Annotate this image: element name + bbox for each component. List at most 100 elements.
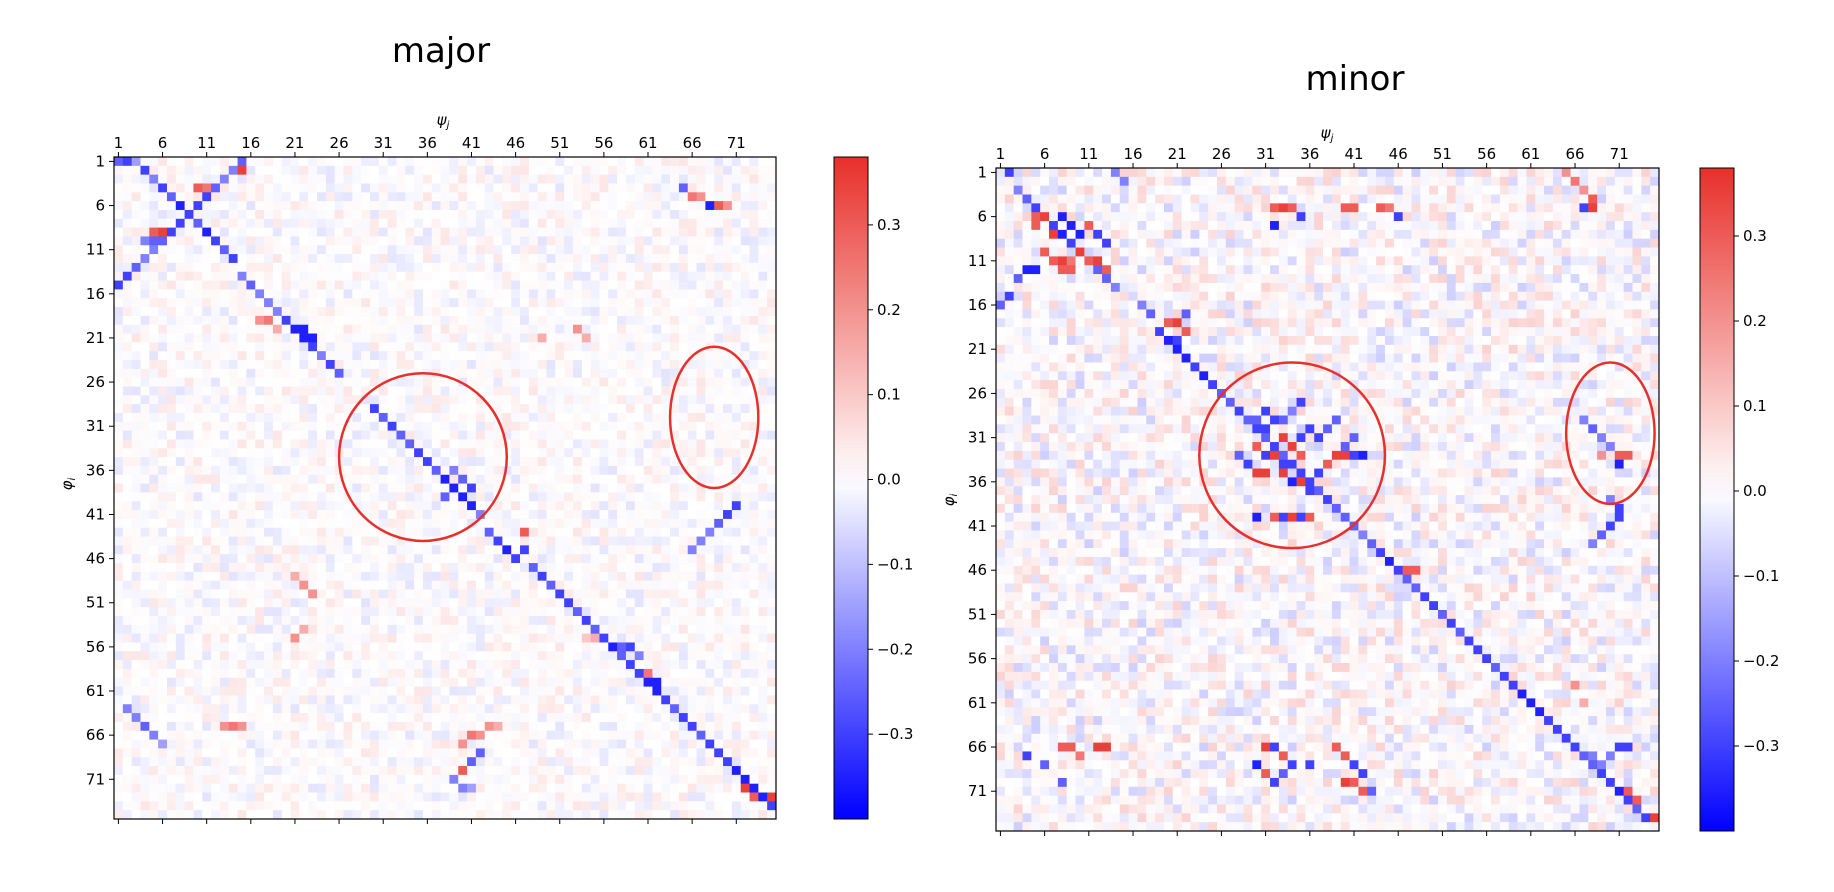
heatmap-cell (670, 465, 680, 476)
heatmap-cell (493, 695, 503, 705)
heatmap-cell (652, 262, 662, 273)
heatmap-cell (502, 262, 512, 273)
heatmap-cell (387, 360, 397, 370)
heatmap-cell (511, 227, 521, 237)
heatmap-cell (537, 439, 547, 449)
heatmap-cell (422, 571, 433, 582)
heatmap-cell (687, 280, 697, 290)
heatmap-cell (634, 227, 644, 237)
heatmap-cell (317, 536, 327, 546)
heatmap-cell (175, 633, 186, 643)
heatmap-cell (175, 404, 186, 414)
heatmap-cell (546, 545, 556, 555)
heatmap-cell (502, 704, 512, 714)
heatmap-cell (581, 474, 592, 484)
heatmap-cell (449, 324, 459, 334)
heatmap-cell (705, 607, 715, 617)
heatmap-cell (114, 624, 124, 635)
heatmap-cell (114, 721, 124, 732)
heatmap-cell (246, 245, 256, 255)
heatmap-cell (272, 571, 283, 582)
heatmap-cell (546, 607, 556, 617)
heatmap-cell (387, 571, 397, 582)
heatmap-cell (643, 307, 653, 317)
heatmap-cell (175, 254, 186, 264)
heatmap-cell (670, 307, 680, 317)
heatmap-cell (131, 218, 141, 229)
heatmap-cell (114, 174, 124, 184)
heatmap-cell (520, 421, 530, 432)
heatmap-cell (334, 615, 344, 626)
heatmap-cell (272, 704, 283, 714)
heatmap-cell (166, 395, 177, 405)
heatmap-cell (643, 218, 653, 229)
heatmap-cell (564, 615, 574, 626)
heatmap-cell (166, 695, 177, 705)
heatmap-cell (493, 236, 503, 246)
heatmap-cell (202, 280, 212, 290)
heatmap-cell (696, 642, 706, 652)
heatmap-cell (396, 598, 406, 608)
heatmap-cell (458, 598, 468, 608)
heatmap-cell (193, 501, 203, 511)
heatmap-cell (299, 280, 309, 290)
heatmap-cell (449, 412, 459, 423)
heatmap-cell (317, 730, 327, 740)
heatmap-cell (696, 209, 706, 220)
heatmap-cell (396, 554, 406, 564)
heatmap-cell (361, 510, 371, 520)
heatmap-cell (546, 642, 556, 652)
heatmap-cell (590, 183, 600, 193)
heatmap-cell (590, 360, 600, 370)
heatmap-cell (537, 660, 547, 670)
heatmap-cell (387, 660, 397, 670)
heatmap-cell (166, 262, 177, 273)
heatmap-cell (572, 465, 583, 476)
heatmap-cell (193, 739, 203, 749)
heatmap-cell (264, 395, 274, 405)
heatmap-cell (114, 165, 124, 176)
heatmap-cell (546, 280, 556, 290)
heatmap-cell (369, 174, 380, 184)
heatmap-cell (422, 554, 433, 564)
heatmap-cell (661, 236, 671, 246)
heatmap-cell (122, 642, 133, 652)
heatmap-cell (422, 651, 433, 661)
heatmap-cell (325, 668, 336, 679)
heatmap-cell (149, 201, 159, 211)
heatmap-cell (581, 342, 592, 352)
heatmap-cell (555, 492, 565, 502)
heatmap-cell (184, 589, 194, 599)
heatmap-cell (122, 554, 133, 564)
heatmap-cell (158, 730, 168, 740)
heatmap-cell (758, 395, 768, 405)
heatmap-cell (687, 307, 697, 317)
heatmap-cell (696, 633, 706, 643)
heatmap-cell (202, 298, 212, 308)
heatmap-cell (599, 510, 609, 520)
heatmap-cell (687, 324, 697, 334)
heatmap-cell (237, 527, 247, 537)
heatmap-cell (114, 536, 124, 546)
heatmap-cell (625, 695, 636, 705)
heatmap-cell (564, 554, 574, 564)
heatmap-cell (211, 589, 221, 599)
heatmap-cell (767, 554, 777, 564)
heatmap-cell (122, 598, 133, 608)
heatmap-cell (511, 598, 521, 608)
heatmap-cell (634, 342, 644, 352)
heatmap-cell (361, 713, 371, 723)
heatmap-cell (537, 412, 547, 423)
heatmap-cell (264, 713, 274, 723)
heatmap-cell (334, 404, 344, 414)
heatmap-cell (652, 571, 662, 582)
heatmap-cell (652, 360, 662, 370)
heatmap-cell (749, 236, 759, 246)
heatmap-cell (334, 536, 344, 546)
heatmap-cell (317, 174, 327, 184)
heatmap-cell (166, 589, 177, 599)
heatmap-cell (475, 633, 486, 643)
heatmap-cell (555, 660, 565, 670)
heatmap-cell (590, 227, 600, 237)
heatmap-cell (122, 183, 133, 193)
